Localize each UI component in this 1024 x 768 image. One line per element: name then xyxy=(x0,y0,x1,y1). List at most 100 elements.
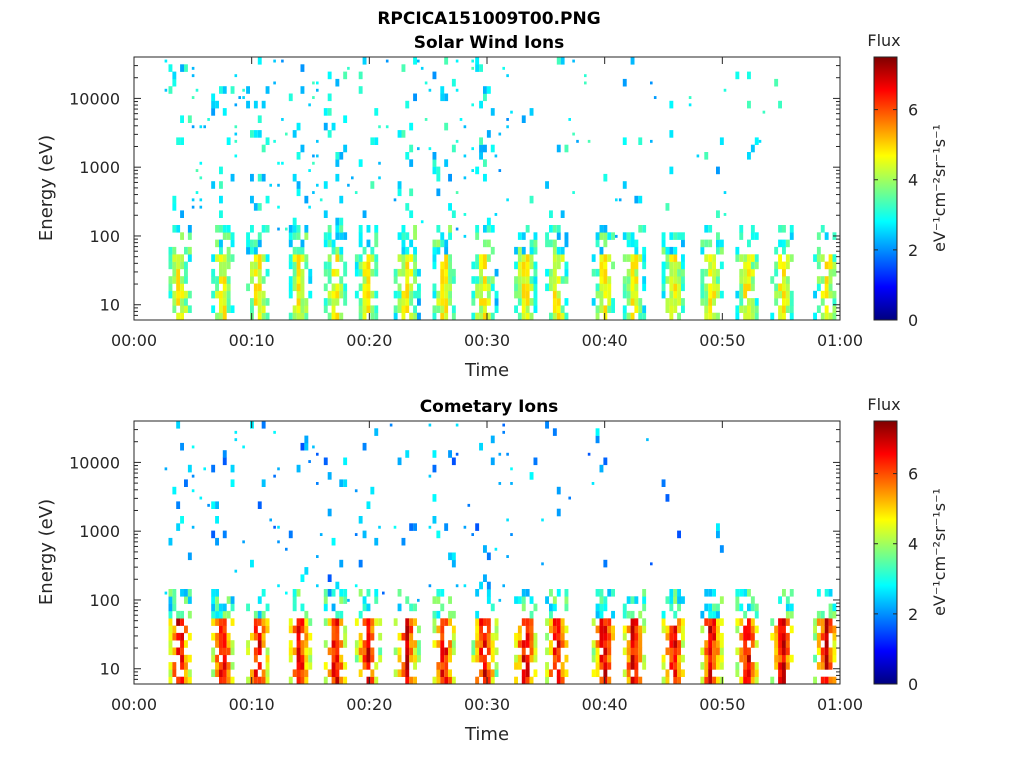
flux-cell xyxy=(564,298,569,306)
flux-cell xyxy=(219,166,223,175)
flux-cell xyxy=(366,589,371,597)
flux-cell xyxy=(257,618,262,626)
flux-cell xyxy=(219,640,223,648)
flux-cell xyxy=(180,137,184,145)
flux-cell xyxy=(611,610,615,619)
flux-cell xyxy=(428,147,432,151)
flux-cell xyxy=(789,610,794,619)
flux-cell xyxy=(754,232,759,240)
flux-cell xyxy=(549,225,553,233)
flux-cell xyxy=(622,254,627,262)
flux-cell xyxy=(556,57,561,65)
flux-cell xyxy=(292,217,297,226)
flux-cell xyxy=(417,647,421,656)
flux-cell xyxy=(323,181,328,189)
flux-cell xyxy=(770,618,775,626)
flux-cell xyxy=(762,110,766,114)
flux-cell xyxy=(529,276,534,284)
flux-cell xyxy=(444,93,449,102)
flux-cell xyxy=(343,640,348,648)
flux-cell xyxy=(712,268,716,277)
flux-cell xyxy=(708,603,713,612)
flux-cell xyxy=(366,276,371,284)
flux-cell xyxy=(226,298,231,306)
flux-cell xyxy=(750,618,755,626)
flux-cell xyxy=(211,596,216,604)
flux-cell xyxy=(642,589,647,597)
flux-cell xyxy=(708,676,713,685)
flux-cell xyxy=(234,132,238,136)
flux-cell xyxy=(708,239,713,248)
flux-cell xyxy=(339,225,344,233)
flux-cell xyxy=(545,181,549,189)
flux-cell xyxy=(832,312,837,321)
flux-cell xyxy=(677,596,681,604)
flux-cell xyxy=(820,290,825,299)
flux-cell xyxy=(483,239,487,248)
flux-cell xyxy=(669,261,674,270)
flux-cell xyxy=(219,298,223,306)
flux-cell xyxy=(782,647,786,656)
flux-cell xyxy=(626,290,631,299)
flux-cell xyxy=(222,86,227,94)
flux-cell xyxy=(673,232,678,240)
flux-cell xyxy=(556,254,561,262)
colorbar-title: Flux xyxy=(867,395,900,414)
flux-cell xyxy=(816,647,821,656)
flux-cell xyxy=(405,203,410,211)
flux-cell xyxy=(273,139,276,143)
flux-cell xyxy=(572,59,575,63)
flux-cell xyxy=(754,298,759,306)
flux-cell xyxy=(552,283,557,292)
flux-cell xyxy=(234,103,238,107)
flux-cell xyxy=(813,632,817,641)
flux-cell xyxy=(517,276,522,284)
flux-cell xyxy=(222,290,227,299)
flux-cell xyxy=(712,290,716,299)
flux-cell xyxy=(366,662,371,670)
flux-cell xyxy=(370,290,375,299)
flux-cell xyxy=(463,584,467,588)
flux-cell xyxy=(226,246,231,255)
flux-cell xyxy=(405,450,410,458)
flux-cell xyxy=(366,283,371,292)
flux-cell xyxy=(486,647,491,656)
flux-cell xyxy=(626,276,631,284)
flux-cell xyxy=(754,603,759,612)
flux-cell xyxy=(265,312,270,321)
flux-cell xyxy=(413,618,417,626)
flux-cell xyxy=(191,525,195,529)
flux-cell xyxy=(444,523,449,531)
flux-cell xyxy=(525,632,530,641)
colorbar-gradient xyxy=(873,420,898,685)
flux-cell xyxy=(483,618,487,626)
flux-cell xyxy=(176,261,181,270)
flux-cell xyxy=(560,305,565,313)
flux-cell xyxy=(479,144,483,153)
flux-cell xyxy=(436,305,441,313)
flux-cell xyxy=(634,261,639,270)
flux-cell xyxy=(339,312,344,321)
flux-cell xyxy=(397,298,402,306)
flux-cell xyxy=(292,669,297,677)
flux-cell xyxy=(498,452,502,456)
flux-cell xyxy=(599,232,604,240)
flux-cell xyxy=(265,254,270,262)
flux-cell xyxy=(292,647,297,656)
flux-cell xyxy=(444,276,449,284)
flux-cell xyxy=(828,268,833,277)
flux-cell xyxy=(521,298,526,306)
flux-cell xyxy=(669,589,674,597)
flux-cell xyxy=(560,57,565,65)
flux-cell xyxy=(483,225,487,233)
flux-cell xyxy=(343,261,348,270)
flux-cell xyxy=(234,569,238,573)
flux-cell xyxy=(335,632,340,641)
flux-cell xyxy=(405,669,410,677)
flux-cell xyxy=(230,676,235,685)
flux-cell xyxy=(180,610,184,619)
flux-cell xyxy=(362,442,367,451)
flux-cell xyxy=(630,57,635,65)
flux-cell xyxy=(296,246,301,255)
